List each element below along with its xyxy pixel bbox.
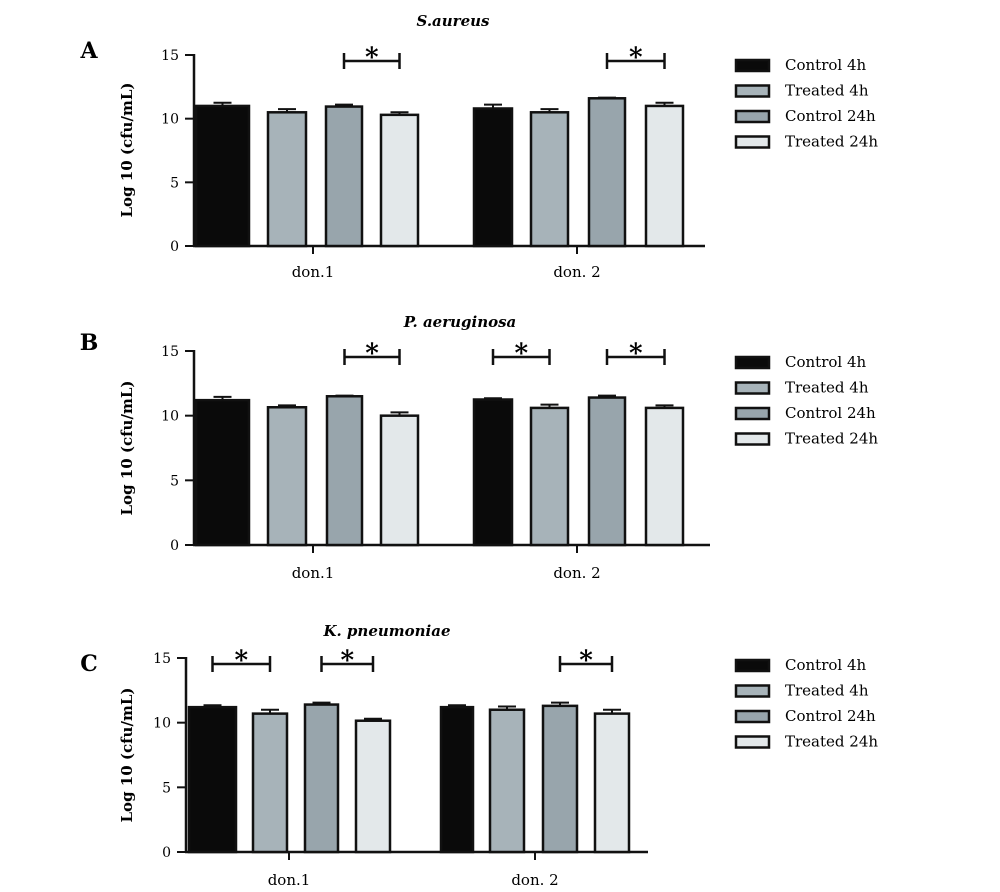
x-tick-label: don. 2 — [553, 564, 600, 582]
bar — [194, 104, 251, 248]
bar — [251, 712, 289, 854]
bar — [439, 705, 475, 854]
bar — [324, 105, 364, 248]
y-axis-label: Log 10 (cfu/mL) — [118, 381, 136, 516]
y-tick-label: 5 — [170, 473, 179, 489]
x-tick-label: don. 2 — [553, 263, 600, 281]
legend-swatch — [734, 658, 771, 673]
bar — [379, 414, 420, 547]
significance-star: * — [629, 339, 643, 369]
legend-label: Treated 4h — [785, 82, 869, 100]
significance-star: * — [579, 646, 593, 676]
bar — [379, 113, 420, 248]
panel-label: B — [80, 330, 99, 356]
legend-label: Control 24h — [785, 404, 876, 422]
bar — [354, 719, 392, 854]
significance-star: * — [365, 339, 379, 369]
legend-swatch — [734, 84, 771, 98]
chart-title: S.aureus — [417, 12, 490, 30]
y-tick-label: 5 — [162, 780, 171, 796]
x-tick-label: don.1 — [268, 871, 311, 889]
bar — [325, 395, 364, 547]
legend-swatch — [734, 735, 771, 749]
legend-label: Treated 24h — [785, 733, 878, 751]
legend-label: Treated 4h — [785, 682, 869, 700]
bar — [194, 398, 251, 547]
bar — [266, 406, 308, 547]
y-tick-label: 0 — [170, 239, 179, 255]
significance-star: * — [514, 339, 528, 369]
y-tick-label: 15 — [161, 344, 179, 360]
bar — [472, 107, 514, 248]
legend-swatch — [734, 432, 771, 446]
bar — [644, 406, 685, 547]
y-tick-label: 10 — [161, 409, 179, 425]
bar — [472, 398, 514, 547]
legend-swatch — [734, 684, 771, 698]
legend-label: Control 4h — [785, 56, 867, 74]
y-tick-label: 10 — [153, 716, 171, 732]
y-tick-label: 15 — [153, 651, 171, 667]
legend-swatch — [734, 709, 771, 724]
panel-label: A — [79, 38, 98, 64]
bar — [266, 111, 308, 248]
y-tick-label: 15 — [161, 48, 179, 64]
bar — [187, 705, 238, 854]
chart-title: K. pneumoniae — [322, 622, 450, 640]
legend-label: Treated 24h — [785, 430, 878, 448]
legend-swatch — [734, 109, 771, 124]
y-axis-label: Log 10 (cfu/mL) — [118, 83, 136, 218]
bar — [593, 712, 631, 854]
bar — [529, 111, 570, 248]
y-tick-label: 10 — [161, 112, 179, 128]
bar — [644, 104, 685, 248]
legend-label: Control 24h — [785, 107, 876, 125]
panel-label: C — [80, 651, 98, 677]
legend-swatch — [734, 135, 771, 149]
x-tick-label: don.1 — [292, 564, 335, 582]
y-axis-label: Log 10 (cfu/mL) — [118, 688, 136, 823]
bar — [488, 708, 526, 854]
y-tick-label: 0 — [170, 538, 179, 554]
y-tick-label: 0 — [162, 845, 171, 861]
bar — [587, 396, 627, 547]
legend-swatch — [734, 406, 771, 421]
bar — [587, 97, 627, 248]
legend-label: Treated 24h — [785, 133, 878, 151]
y-tick-label: 5 — [170, 175, 179, 191]
legend-label: Control 4h — [785, 353, 867, 371]
significance-star: * — [365, 43, 379, 73]
significance-star: * — [629, 43, 643, 73]
bar — [303, 703, 340, 854]
chart-title: P. aeruginosa — [403, 313, 517, 331]
x-tick-label: don.1 — [292, 263, 335, 281]
legend-swatch — [734, 58, 771, 73]
legend-label: Control 24h — [785, 707, 876, 725]
significance-star: * — [340, 646, 354, 676]
bar — [541, 704, 579, 854]
legend-swatch — [734, 355, 771, 370]
x-tick-label: don. 2 — [511, 871, 558, 889]
significance-star: * — [234, 646, 248, 676]
legend-swatch — [734, 381, 771, 395]
legend-label: Treated 4h — [785, 379, 869, 397]
bar — [529, 406, 570, 547]
legend-label: Control 4h — [785, 656, 867, 674]
